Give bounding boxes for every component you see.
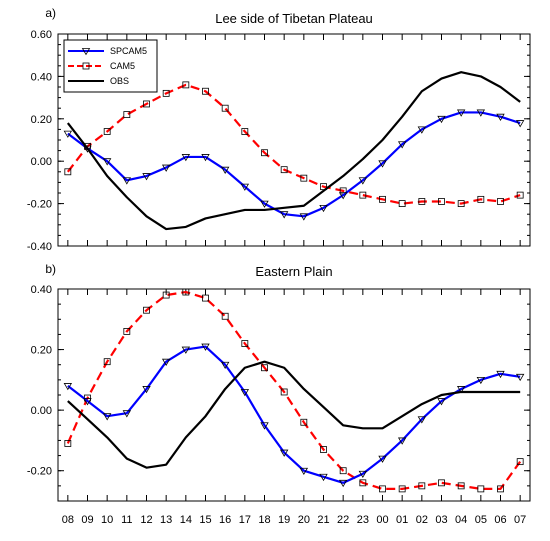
panel-a-cam5-line [68, 85, 520, 204]
panel-b: b) Eastern Plain -0.20 0.00 0.20 0.40 08 09 10 11… [27, 262, 530, 526]
panel-b-xtick-label: 06 [494, 514, 506, 526]
panel-b-xtick-label: 16 [219, 514, 231, 526]
panel-b-xtick-label: 10 [101, 514, 113, 526]
panel-b-title: Eastern Plain [255, 264, 332, 279]
panel-b-series-spcam5 [64, 344, 523, 486]
panel-b-xtick-label: 02 [416, 514, 428, 526]
panel-b-xtick-label: 17 [239, 514, 251, 526]
panel-a-ytick-label: 0.20 [31, 114, 52, 126]
legend-obs-label: OBS [110, 76, 129, 86]
legend-spcam5-label: SPCAM5 [110, 46, 147, 56]
panel-b-frame [58, 289, 530, 501]
panel-a-ytick-label: 0.60 [31, 29, 52, 41]
panel-a-label: a) [45, 6, 56, 20]
panel-b-xtick-label: 01 [396, 514, 408, 526]
panel-b-cam5-point [478, 486, 484, 492]
panel-b-ytick-label: 0.20 [31, 345, 52, 357]
panel-b-xtick-label: 05 [475, 514, 487, 526]
panel-a-series-obs [68, 72, 521, 229]
legend-cam5-label: CAM5 [110, 61, 135, 71]
panel-b-ytick-label: 0.40 [31, 284, 52, 296]
panel-b-xtick-label: 08 [62, 514, 74, 526]
panel-a-series-cam5 [65, 82, 523, 207]
panel-b-xtick-label: 21 [317, 514, 329, 526]
panel-b-xtick-label: 22 [337, 514, 349, 526]
panel-a: a) Lee side of Tibetan Plateau -0.40 -0.20 0… [27, 6, 530, 253]
panel-b-xtick-label: 20 [298, 514, 310, 526]
panel-b-cam5-line [68, 292, 520, 489]
panel-a-ytick-label: -0.20 [27, 199, 52, 211]
panel-a-title: Lee side of Tibetan Plateau [215, 11, 373, 26]
panel-b-xtick-label: 15 [199, 514, 211, 526]
panel-b-xtick-label: 00 [376, 514, 388, 526]
panel-a-ytick-label: 0.40 [31, 71, 52, 83]
panel-b-xtick-label: 13 [160, 514, 172, 526]
panel-b-ytick-label: -0.20 [27, 466, 52, 478]
panel-b-xtick-label: 23 [357, 514, 369, 526]
panel-b-obs-line [68, 362, 520, 468]
panel-a-ytick-label: -0.40 [27, 241, 52, 253]
panel-a-obs-line [68, 72, 520, 229]
panel-a-legend: SPCAM5 CAM5 OBS [64, 40, 157, 92]
panel-b-xtick-label: 09 [81, 514, 93, 526]
panel-a-spcam5-line [68, 112, 520, 216]
panel-b-xtick-label: 12 [140, 514, 152, 526]
panel-b-xtick-label: 18 [258, 514, 270, 526]
panel-b-ytick-label: 0.00 [31, 405, 52, 417]
panel-a-ytick-label: 0.00 [31, 156, 52, 168]
panel-b-series-obs [68, 362, 521, 468]
panel-b-xtick-label: 11 [121, 514, 132, 526]
panel-b-xtick-label: 14 [180, 514, 192, 526]
panel-b-xtick-label: 19 [278, 514, 290, 526]
panel-b-xtick-label: 07 [514, 514, 526, 526]
panel-b-xtick-label: 03 [435, 514, 447, 526]
panel-b-xtick-label: 04 [455, 514, 467, 526]
panel-b-label: b) [45, 262, 56, 276]
